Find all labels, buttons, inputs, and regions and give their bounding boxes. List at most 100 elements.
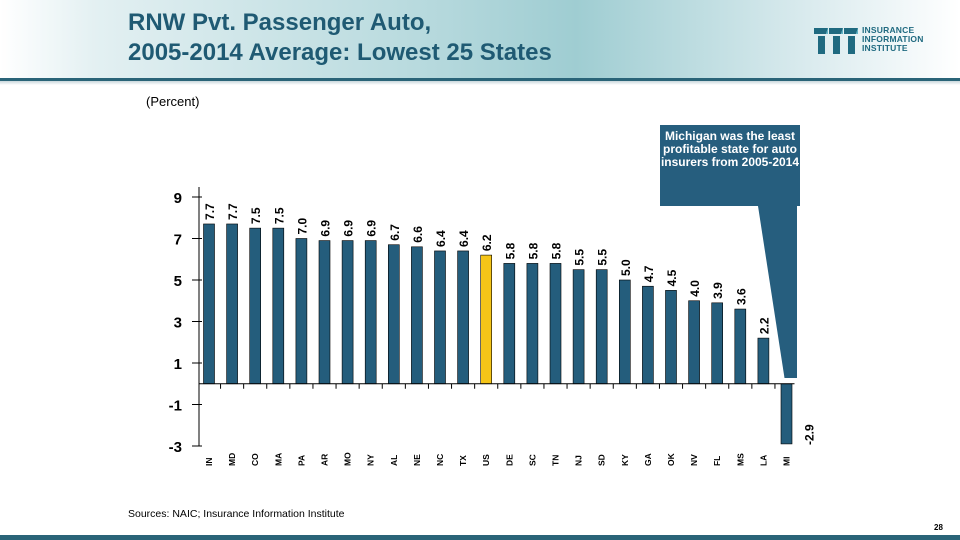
data-label: 7.7 [226, 203, 240, 220]
data-label: 5.8 [526, 242, 540, 259]
bar-nv [688, 300, 700, 385]
bar-ma [272, 227, 285, 385]
x-tick-label: SD [597, 454, 607, 466]
data-label: 6.4 [434, 230, 448, 247]
bar-in [203, 223, 215, 385]
callout-text: Michigan was the least profitable state … [660, 129, 800, 169]
x-tick-label: NE [412, 454, 422, 466]
x-axis: IN MD CO MA PA AR MO NY AL NE NC TX US DE SC TN NJ SD KY GA… [199, 383, 795, 467]
x-tick-label: MA [273, 453, 283, 466]
data-label: 7.5 [249, 207, 263, 224]
iii-logo: INSURANCE INFORMATION INSTITUTE [814, 24, 954, 58]
x-tick-label: TX [458, 455, 468, 466]
x-tick-label: GA [643, 453, 653, 466]
data-label: 6.7 [388, 224, 402, 241]
data-label: 6.9 [319, 220, 333, 237]
bar-la [757, 337, 770, 385]
x-tick-label: MI [782, 457, 792, 466]
x-tick-label: MD [227, 453, 237, 466]
data-label: 6.6 [411, 226, 425, 243]
bar-ok [665, 290, 677, 385]
x-tick-label: NY [366, 454, 376, 466]
x-tick-label: NC [435, 454, 445, 466]
data-label: 6.4 [457, 230, 471, 247]
bar-md [226, 223, 238, 385]
bar-tx [457, 250, 469, 385]
logo-line-3: INSTITUTE [862, 43, 908, 53]
title-line-2: 2005-2014 Average: Lowest 25 States [128, 39, 552, 66]
bar-ny [364, 240, 377, 385]
bar-sc [526, 263, 539, 385]
x-tick-label: PA [296, 455, 306, 466]
data-label: 4.0 [688, 280, 702, 297]
y-axis: 9 7 5 3 1 -1 -3 [169, 187, 202, 456]
x-tick-label: FL [712, 456, 722, 466]
x-tick-label: KY [620, 454, 630, 466]
x-tick-label: US [481, 454, 491, 466]
bars: 7.7 7.7 7.5 7.5 7.0 6.9 6.9 6.9 6.7 6.6 6.4 6.4 6.2 5… [203, 203, 817, 445]
x-tick-label: DE [504, 454, 514, 466]
header-shadow [0, 81, 960, 85]
bar-nj [572, 269, 585, 385]
bar-ar [318, 240, 331, 385]
x-tick-label: MS [735, 453, 745, 466]
callout-box [660, 125, 800, 206]
x-tick-label: SC [527, 454, 537, 466]
bar-tn [549, 263, 562, 385]
bar-al [387, 244, 400, 385]
bar-pa [295, 238, 308, 385]
header-band [0, 0, 960, 80]
title-line-1: RNW Pvt. Passenger Auto, [128, 9, 432, 36]
bar-mo [341, 240, 354, 385]
data-label: 6.9 [342, 220, 356, 237]
callout-pointer [758, 206, 797, 378]
data-label: 5.5 [596, 249, 610, 266]
x-tick-label: AL [389, 455, 399, 466]
bar-de [503, 263, 516, 385]
chart-unit-label: (Percent) [146, 94, 200, 109]
bar-ga [642, 285, 654, 385]
data-label: 4.5 [665, 269, 679, 286]
logo-line-2: INFORMATION [862, 34, 924, 44]
x-tick-label: NV [689, 454, 699, 466]
data-label: 5.8 [550, 242, 564, 259]
logo-line-1: INSURANCE [862, 25, 915, 35]
data-label: 5.8 [503, 242, 517, 259]
page-title: RNW Pvt. Passenger Auto, 2005-2014 Avera… [128, 8, 552, 68]
y-tick-label: 5 [174, 273, 182, 290]
data-label: 6.2 [480, 234, 494, 251]
data-label: 5.0 [619, 259, 633, 276]
source-note: Sources: NAIC; Insurance Information Ins… [128, 508, 345, 520]
footer-bar [0, 535, 960, 540]
x-tick-label: LA [758, 455, 768, 466]
bar-ms [734, 308, 747, 385]
bar-fl [711, 302, 724, 385]
y-tick-label: 1 [174, 356, 182, 373]
data-label: 5.5 [573, 249, 587, 266]
data-label: 4.7 [642, 265, 656, 282]
data-label: 7.5 [272, 207, 286, 224]
bar-mi [780, 383, 793, 445]
y-tick-label: 7 [174, 232, 182, 249]
x-tick-label: AR [320, 454, 330, 466]
data-label: 6.9 [365, 220, 379, 237]
x-tick-label: MO [343, 452, 353, 466]
iii-logo-icon [814, 28, 858, 54]
data-label: -2.9 [803, 424, 817, 445]
x-tick-label: TN [551, 455, 561, 466]
data-label: 7.7 [203, 203, 217, 220]
bar-ne [411, 246, 423, 385]
y-tick-label: 3 [174, 315, 182, 332]
y-tick-label: 9 [174, 190, 182, 207]
data-label: 3.9 [711, 282, 725, 299]
page-number: 28 [934, 523, 943, 532]
data-label: 3.6 [734, 288, 748, 305]
data-label: 2.2 [757, 317, 771, 334]
bar-nc [434, 250, 446, 385]
data-label: 7.0 [295, 217, 309, 234]
x-tick-label: IN [204, 458, 214, 467]
bar-co [249, 227, 261, 385]
header-rule [0, 78, 960, 81]
x-tick-label: NJ [574, 455, 584, 466]
